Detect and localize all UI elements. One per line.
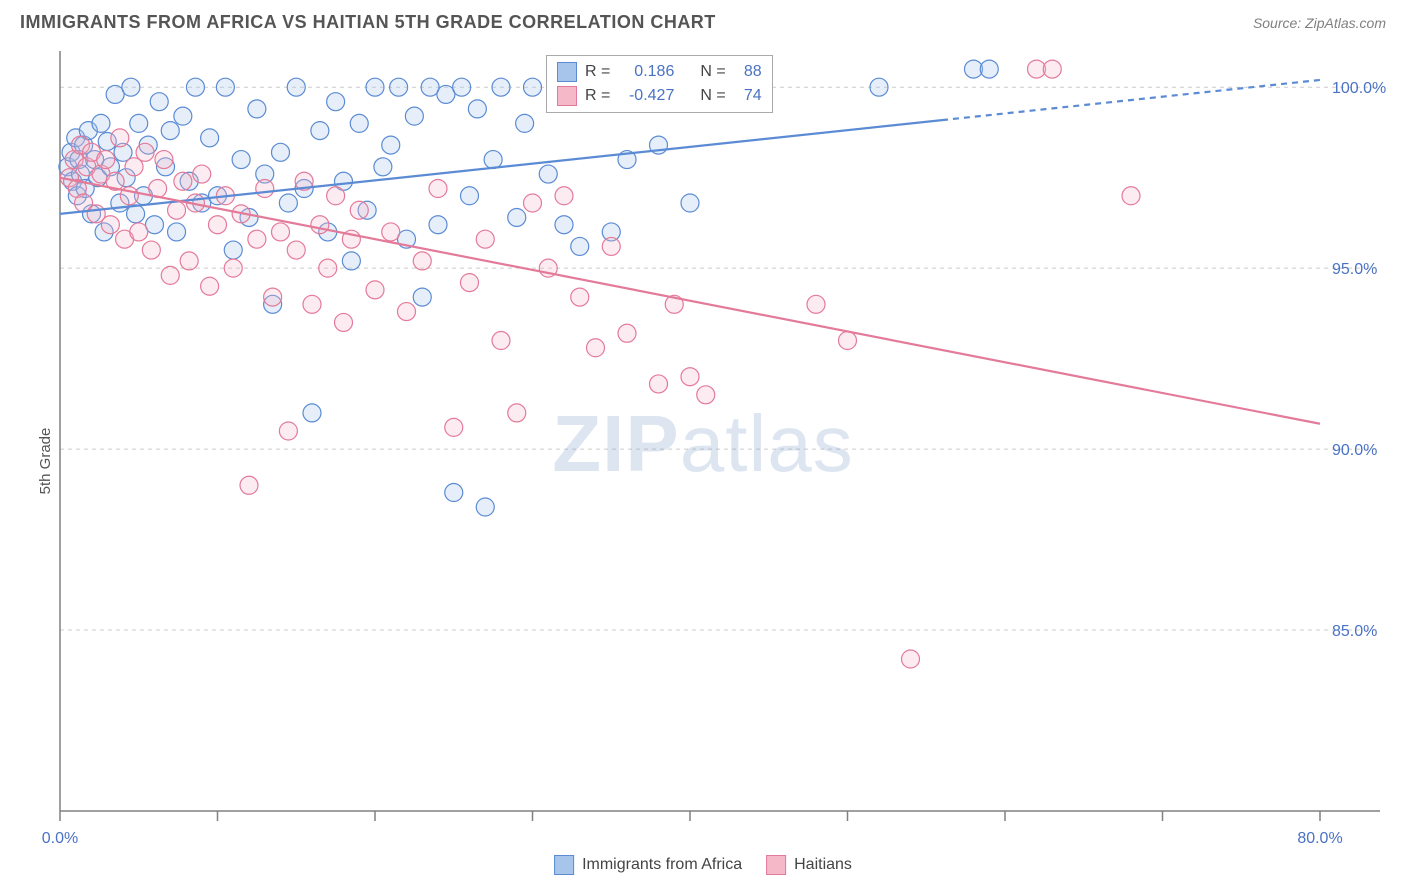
svg-text:90.0%: 90.0%: [1332, 442, 1377, 459]
n-label: N =: [700, 87, 725, 105]
r-value: -0.427: [618, 87, 674, 105]
svg-text:80.0%: 80.0%: [1297, 830, 1342, 847]
legend-label: Haitians: [794, 856, 852, 874]
chart-container: 5th Grade ZIPatlas 0.0%80.0%85.0%90.0%95…: [0, 41, 1406, 881]
chart-header: IMMIGRANTS FROM AFRICA VS HAITIAN 5TH GR…: [0, 0, 1406, 41]
stats-legend-row: R = -0.427 N = 74: [557, 84, 762, 108]
chart-source: Source: ZipAtlas.com: [1253, 15, 1386, 31]
legend-item: Haitians: [766, 855, 852, 875]
legend-swatch: [557, 62, 577, 82]
legend-item: Immigrants from Africa: [554, 855, 742, 875]
scatter-chart: 0.0% 80.0% 85.0% 90.0% 95.0% 100.0%: [0, 41, 1406, 881]
r-label: R =: [585, 87, 610, 105]
n-label: N =: [700, 63, 725, 81]
stats-legend: R = 0.186 N = 88 R = -0.427 N = 74: [546, 55, 773, 113]
svg-text:100.0%: 100.0%: [1332, 80, 1386, 97]
n-value: 88: [734, 63, 762, 81]
r-label: R =: [585, 63, 610, 81]
r-value: 0.186: [618, 63, 674, 81]
svg-text:0.0%: 0.0%: [42, 830, 78, 847]
y-axis-label: 5th Grade: [37, 428, 54, 495]
series-legend: Immigrants from Africa Haitians: [554, 855, 852, 875]
n-value: 74: [734, 87, 762, 105]
legend-label: Immigrants from Africa: [582, 856, 742, 874]
legend-swatch: [766, 855, 786, 875]
svg-text:95.0%: 95.0%: [1332, 261, 1377, 278]
stats-legend-row: R = 0.186 N = 88: [557, 60, 762, 84]
chart-title: IMMIGRANTS FROM AFRICA VS HAITIAN 5TH GR…: [20, 12, 716, 33]
svg-text:85.0%: 85.0%: [1332, 623, 1377, 640]
legend-swatch: [557, 86, 577, 106]
legend-swatch: [554, 855, 574, 875]
